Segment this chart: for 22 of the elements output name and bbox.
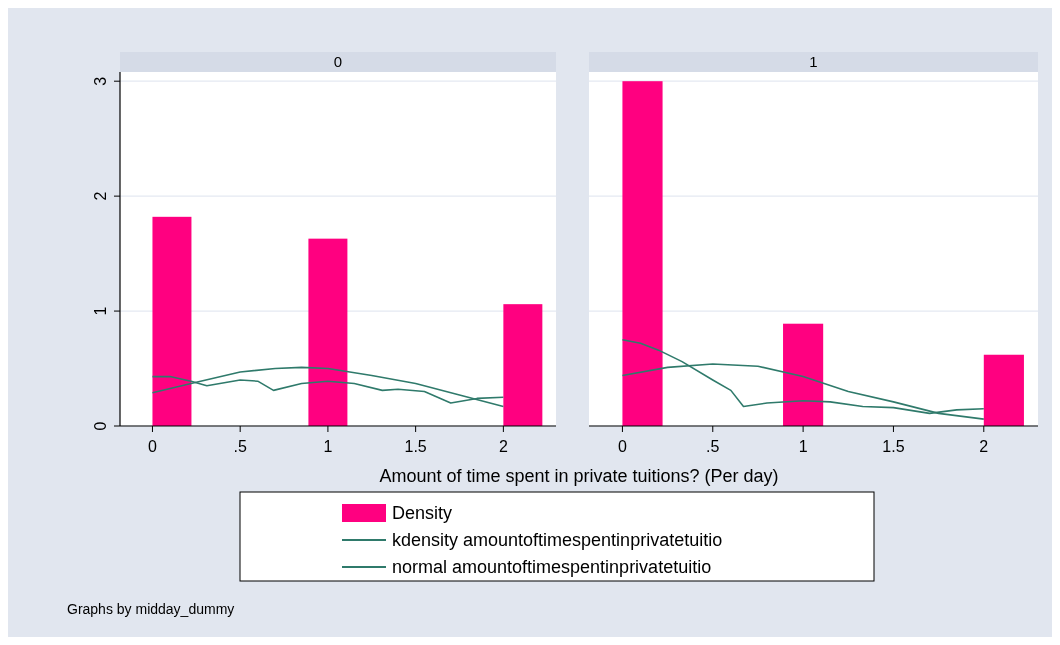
x-tick-label: 0 bbox=[617, 438, 627, 455]
y-tick-label: 1 bbox=[92, 306, 109, 316]
x-tick-label: 1 bbox=[323, 438, 333, 455]
x-tick-label: 2 bbox=[979, 438, 989, 455]
text: Graphs by midday_dummy bbox=[67, 601, 235, 617]
line-series bbox=[151, 366, 505, 408]
legend-label: kdensity amountoftimespentinprivatetuitio bbox=[392, 530, 723, 550]
x-tick-label: 1.5 bbox=[404, 438, 427, 455]
chart-title: 1 bbox=[809, 53, 818, 70]
y-tick-label: 2 bbox=[92, 191, 109, 201]
x-tick-label: 0 bbox=[148, 438, 158, 455]
x-tick-label: .5 bbox=[233, 438, 247, 455]
legend-label: normal amountoftimespentinprivatetuitio bbox=[392, 557, 712, 577]
y-tick-label: 0 bbox=[92, 421, 109, 431]
x-tick-label: 1.5 bbox=[882, 438, 905, 455]
chart-title: 0 bbox=[333, 53, 343, 70]
x-tick-label: 1 bbox=[798, 438, 808, 455]
y-tick-label: 3 bbox=[92, 76, 109, 86]
x-tick-label: .5 bbox=[706, 438, 720, 455]
x-axis-title: Amount of time spent in private tuitions? (Per day) bbox=[379, 466, 779, 486]
legend-label: Density bbox=[392, 503, 453, 523]
x-tick-label: 2 bbox=[498, 438, 508, 455]
